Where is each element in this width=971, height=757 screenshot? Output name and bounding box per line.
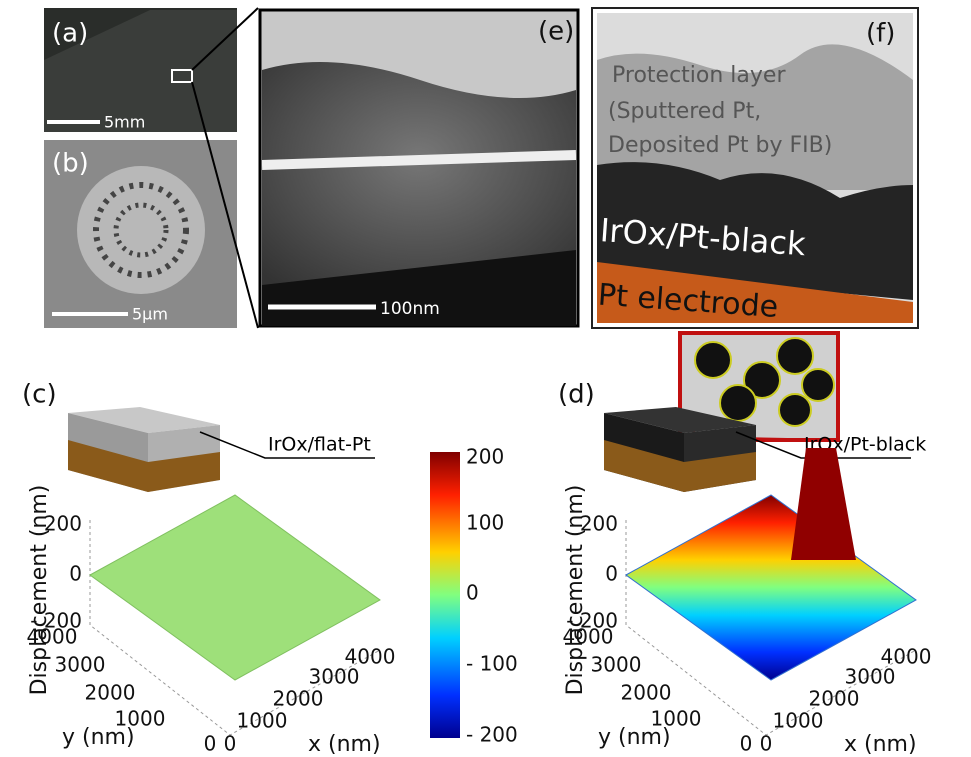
surface [90,495,380,680]
panel-label: (e) [538,17,574,47]
z-tick: 200 [580,512,618,536]
panel-label: (b) [52,149,89,179]
y-tick: 2000 [85,681,136,705]
layer-text: (Sputtered Pt, [608,99,761,124]
x-tick: 1000 [237,709,288,733]
panel-e: (e) 100nm [260,10,578,326]
z-tick: 200 [44,512,82,536]
layer-text: Deposited Pt by FIB) [608,133,832,158]
y-tick: 0 [740,732,753,756]
x-tick: 0 [760,732,773,756]
panel-b: (b) 5μm [44,140,237,328]
colorbar-tick: 100 [466,511,504,535]
particle [720,385,756,421]
panel-f: (f) Protection layer (Sputtered Pt, Depo… [592,8,918,328]
y-tick: 0 [204,732,217,756]
y-tick: 2000 [621,681,672,705]
x-axis-title: x (nm) [308,732,381,757]
scale-text: 100nm [380,299,440,319]
panel-label: (c) [22,380,57,410]
colorbar-tick: 200 [466,445,504,469]
z-tick: 0 [69,562,82,586]
x-tick: 1000 [773,709,824,733]
callout: IrOx/flat-Pt [268,434,371,456]
y-tick: 3000 [591,653,642,677]
particle [802,369,834,401]
particle [777,338,813,374]
panel-label: (a) [52,19,88,49]
particle [695,342,731,378]
layer-text: Protection layer [612,63,786,88]
y-axis-title: y (nm) [62,725,135,750]
y-axis-title: y (nm) [598,725,671,750]
z-tick: 0 [605,562,618,586]
panel-a: (a) 5mm [44,8,237,132]
x-tick: 0 [224,732,237,756]
spike [791,448,856,560]
surface [626,495,916,680]
panel-label: (f) [866,19,895,49]
x-tick: 4000 [345,645,396,669]
y-tick: 4000 [563,625,614,649]
y-tick: 3000 [55,653,106,677]
panel-label: (d) [558,380,595,410]
colorbar-tick: 0 [466,581,479,605]
colorbar-tick: - 100 [466,652,518,676]
y-tick: 4000 [27,625,78,649]
colorbar [430,452,460,738]
colorbar-scale [430,452,460,738]
x-tick: 4000 [881,645,932,669]
colorbar-tick: - 200 [466,723,518,747]
scale-text: 5mm [104,113,145,132]
figure: (a) 5mm (b) 5μm (e) 100nm (f) Protection… [0,0,971,757]
scale-text: 5μm [132,305,168,324]
particle [779,394,811,426]
x-tick: 2000 [273,687,324,711]
x-axis-title: x (nm) [844,732,917,757]
x-tick: 2000 [809,687,860,711]
